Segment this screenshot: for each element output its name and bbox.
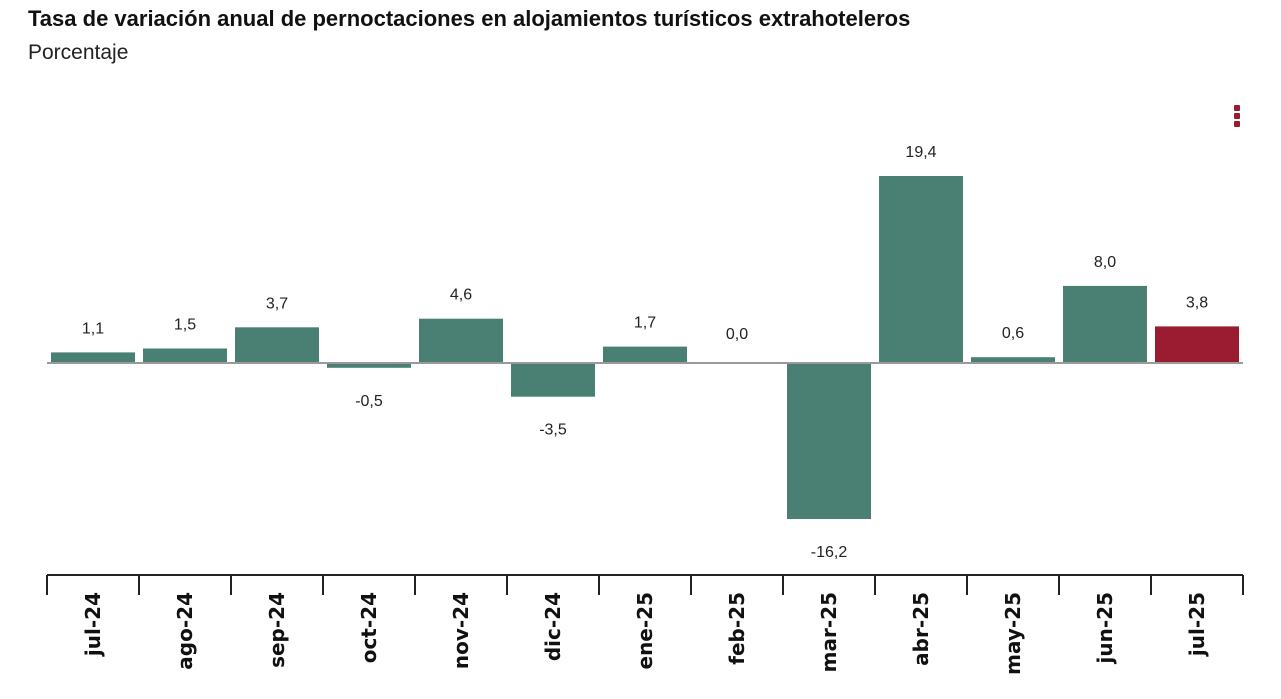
x-tick-label-may-25: may-25 — [1001, 592, 1025, 675]
value-label-may-25: 0,6 — [1002, 325, 1024, 342]
x-tick-label-dic-24: dic-24 — [541, 592, 565, 661]
bar-jun-25 — [1063, 285, 1147, 363]
value-label-jul-25: 3,8 — [1186, 294, 1208, 311]
value-label-abr-25: 19,4 — [905, 144, 936, 161]
value-label-jul-24: 1,1 — [82, 320, 104, 337]
value-label-ene-25: 1,7 — [634, 315, 656, 332]
value-label-ago-24: 1,5 — [174, 317, 196, 334]
x-tick-label-mar-25: mar-25 — [817, 592, 841, 672]
vertical-dots-icon[interactable] — [1231, 105, 1243, 133]
bar-sep-24 — [235, 327, 319, 363]
bars-group — [51, 176, 1239, 519]
bar-may-25 — [971, 357, 1055, 363]
value-label-dic-24: -3,5 — [539, 422, 567, 439]
x-tick-label-sep-24: sep-24 — [265, 592, 289, 668]
bar-jul-25 — [1155, 326, 1239, 363]
chart-subtitle: Porcentaje — [28, 41, 129, 64]
x-tick-label-feb-25: feb-25 — [725, 592, 749, 665]
x-tick-label-jul-24: jul-24 — [81, 592, 105, 657]
x-tick-label-ene-25: ene-25 — [633, 592, 657, 670]
bar-mar-25 — [787, 363, 871, 519]
bar-dic-24 — [511, 363, 595, 397]
bar-abr-25 — [879, 176, 963, 363]
value-label-nov-24: 4,6 — [450, 287, 472, 304]
value-label-oct-24: -0,5 — [355, 393, 383, 410]
x-tick-label-nov-24: nov-24 — [449, 592, 473, 669]
value-label-sep-24: 3,7 — [266, 295, 288, 312]
bar-ago-24 — [143, 348, 227, 363]
value-label-feb-25: 0,0 — [726, 326, 748, 343]
bar-oct-24 — [327, 363, 411, 368]
bar-jul-24 — [51, 352, 135, 363]
bar-ene-25 — [603, 346, 687, 363]
x-tick-label-ago-24: ago-24 — [173, 592, 197, 670]
value-label-jun-25: 8,0 — [1094, 254, 1116, 271]
x-axis: jul-24 ago-24 sep-24 oct-24 nov-24 dic-24 ene-… — [46, 574, 1244, 675]
x-tick-label-oct-24: oct-24 — [357, 592, 381, 663]
value-labels-group: 1,1 1,5 3,7 -0,5 4,6 -3,5 1,7 0,0 -16,2 19,4 0,6 8,… — [82, 144, 1208, 561]
value-label-mar-25: -16,2 — [811, 544, 848, 561]
chart-title: Tasa de variación anual de pernoctacione… — [28, 6, 911, 31]
x-tick-label-abr-25: abr-25 — [909, 592, 933, 666]
bar-nov-24 — [419, 318, 503, 363]
x-tick-label-jul-25: jul-25 — [1185, 592, 1209, 657]
x-tick-label-jun-25: jun-25 — [1093, 592, 1117, 664]
